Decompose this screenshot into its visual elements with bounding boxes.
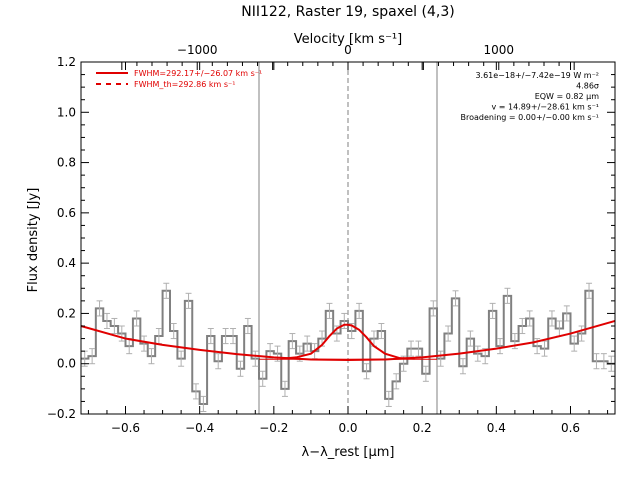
x-tick-label: 0.4 <box>487 421 506 435</box>
spectrum-layer <box>81 282 615 412</box>
chart-title: NII122, Raster 19, spaxel (4,3) <box>241 4 454 20</box>
x-tick-label: −0.4 <box>185 421 214 435</box>
annotation-text: EQW = 0.82 μm <box>535 92 599 101</box>
velocity-tick-label: 1000 <box>484 43 515 57</box>
legend-label: FWHM=292.17+/−26.07 km s⁻¹ <box>134 69 262 78</box>
axis-ticks-layer: −0.6 −0.4 −0.2 0.0 0.2 0.4 0.6 −0.2 0.0 0.2 0.4 0.6… <box>47 43 615 435</box>
velocity-tick-label: −1000 <box>177 43 218 57</box>
annotation-text: Broadening = 0.00+/−0.00 km s⁻¹ <box>461 113 599 122</box>
y-tick-label: 1.2 <box>57 55 76 69</box>
x-tick-label: −0.6 <box>111 421 140 435</box>
top-axis-label: Velocity [km s⁻¹] <box>294 32 402 47</box>
annotation-text: v = 14.89+/−28.61 km s⁻¹ <box>491 103 599 112</box>
y-tick-label: 0.6 <box>57 206 76 220</box>
velocity-tick-label: 0 <box>344 43 352 57</box>
annotation-text: 4.86σ <box>576 82 599 91</box>
x-tick-label: 0.0 <box>338 421 357 435</box>
x-tick-label: −0.2 <box>259 421 288 435</box>
y-tick-label: −0.2 <box>47 407 76 421</box>
continuum-fit <box>80 320 616 361</box>
x-tick-label: 0.2 <box>413 421 432 435</box>
legend-label: FWHM_th=292.86 km s⁻¹ <box>134 80 235 89</box>
y-tick-label: 0.8 <box>57 156 76 170</box>
legend: FWHM=292.17+/−26.07 km s⁻¹ FWHM_th=292.86… <box>96 69 262 89</box>
y-axis-label: Flux density [Jy] <box>26 188 41 293</box>
annotation-text: 3.61e−18+/−7.42e−19 W m⁻² <box>475 71 599 80</box>
y-tick-label: 0.2 <box>57 306 76 320</box>
x-axis-label: λ−λ_rest [μm] <box>302 445 395 460</box>
y-tick-label: 0.0 <box>57 357 76 371</box>
y-tick-label: 1.0 <box>57 105 76 119</box>
x-tick-label: 0.6 <box>561 421 580 435</box>
fit-lines-layer <box>80 320 616 361</box>
line-fit <box>281 323 415 360</box>
y-tick-label: 0.4 <box>57 256 76 270</box>
spectrum-histogram <box>81 289 615 405</box>
vertical-lines-layer <box>258 62 438 414</box>
